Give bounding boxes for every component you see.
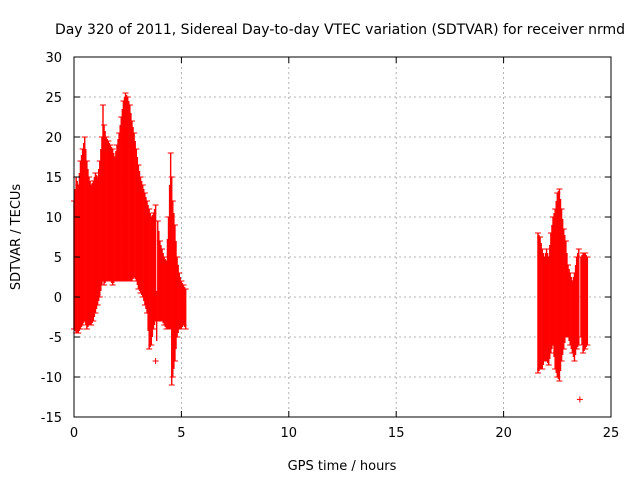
grid xyxy=(74,57,611,417)
x-tick-label: 20 xyxy=(495,426,512,441)
y-tick-label: 5 xyxy=(54,251,62,266)
x-axis-label: GPS time / hours xyxy=(288,459,397,474)
y-tick-label: 25 xyxy=(45,91,62,106)
axis-ticks xyxy=(73,56,612,418)
y-tick-label: 20 xyxy=(45,131,62,146)
y-axis-label: SDTVAR / TECUs xyxy=(9,184,24,291)
y-tick-label: 15 xyxy=(45,171,62,186)
y-tick-label: -10 xyxy=(41,371,62,386)
x-tick-label: 5 xyxy=(177,426,185,441)
y-tick-label: -15 xyxy=(41,411,62,426)
y-tick-labels: -15 -10 -5 0 5 10 15 20 25 30 xyxy=(41,51,62,426)
x-tick-labels: 0 5 10 15 20 25 xyxy=(70,426,619,441)
x-tick-label: 25 xyxy=(603,426,620,441)
x-tick-label: 10 xyxy=(281,426,298,441)
plot-area xyxy=(71,92,591,403)
y-tick-label: -5 xyxy=(49,331,62,346)
y-tick-label: 0 xyxy=(54,291,62,306)
y-tick-label: 10 xyxy=(45,211,62,226)
x-tick-label: 15 xyxy=(388,426,405,441)
chart-title: Day 320 of 2011, Sidereal Day-to-day VTE… xyxy=(55,22,625,38)
x-tick-label: 0 xyxy=(70,426,78,441)
y-tick-label: 30 xyxy=(45,51,62,66)
plot-frame xyxy=(73,56,612,418)
